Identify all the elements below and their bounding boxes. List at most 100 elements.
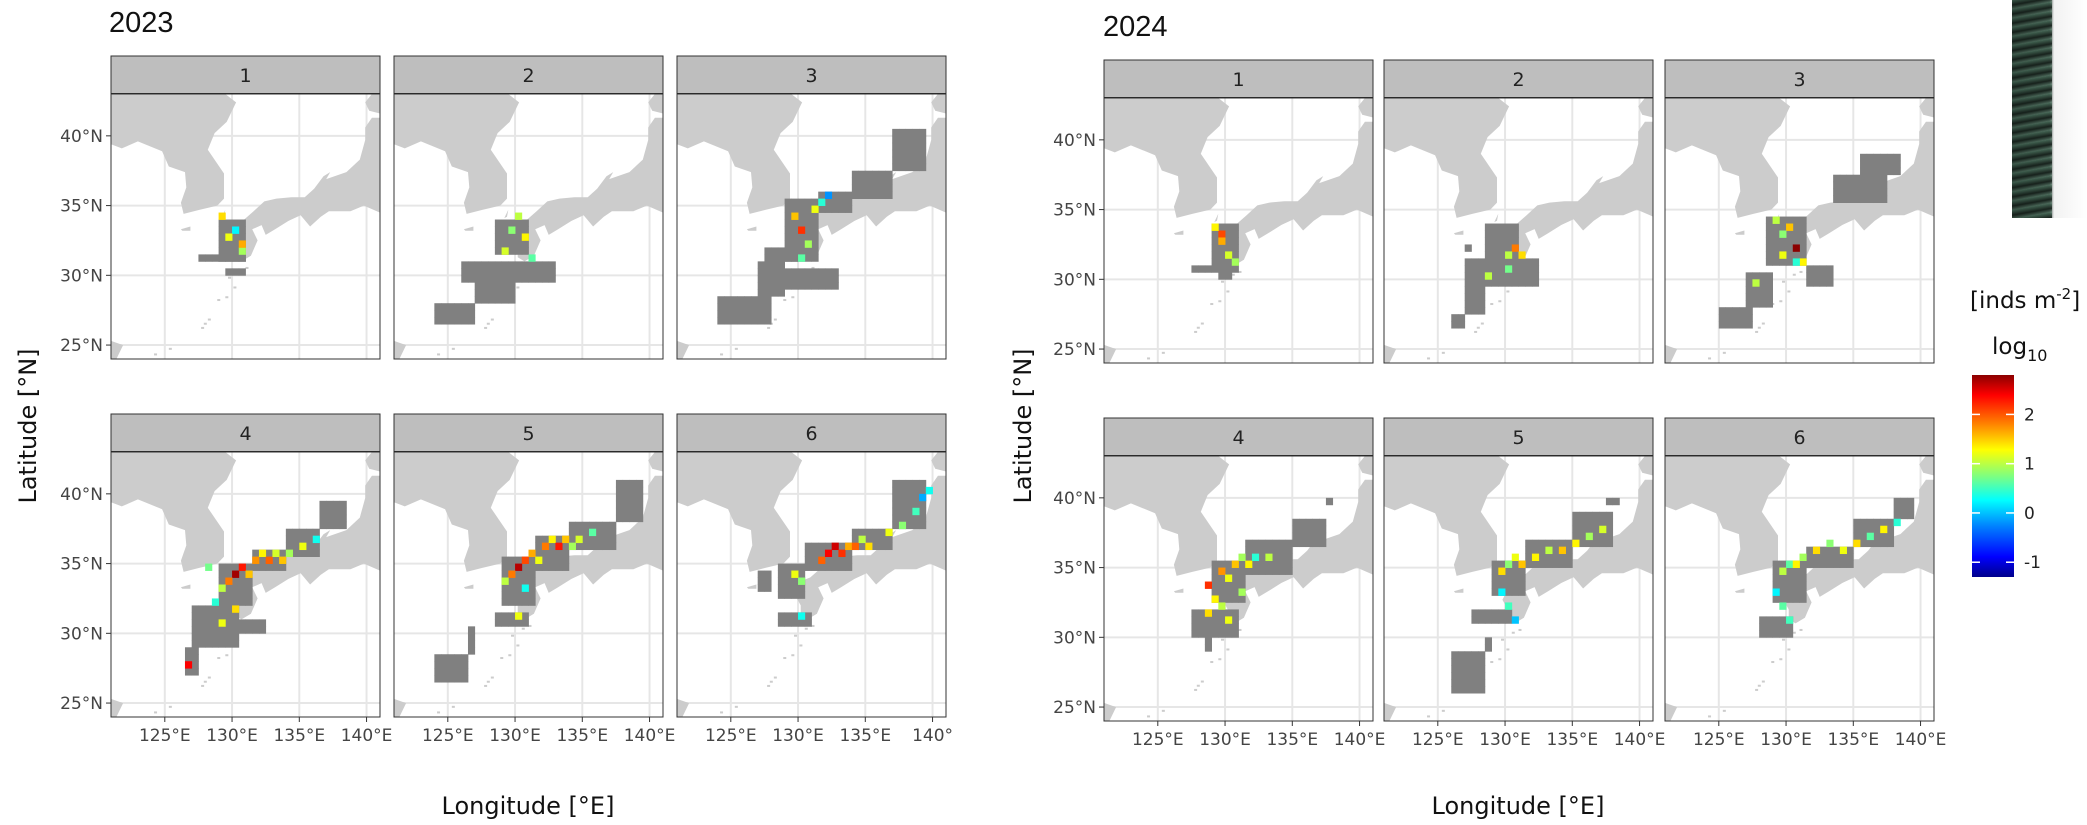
sampled-cell — [1779, 237, 1787, 245]
sampled-cell — [434, 310, 442, 318]
y-tick-label: 35°N — [1053, 559, 1096, 579]
sampled-cell — [737, 317, 745, 325]
sampled-cell — [1792, 216, 1800, 224]
sampled-cell — [905, 142, 913, 151]
sampled-cell — [811, 542, 819, 551]
sampled-cell — [515, 275, 523, 283]
islet — [1792, 273, 1796, 276]
sampled-cell — [1198, 609, 1206, 617]
sampled-cell — [515, 247, 523, 255]
density-cell — [838, 549, 846, 558]
sampled-cell — [1478, 258, 1486, 266]
density-cell — [1799, 553, 1807, 562]
sampled-cell — [1826, 546, 1834, 555]
density-cell — [252, 556, 260, 564]
sampled-cell — [434, 675, 442, 683]
sampled-cell — [912, 142, 920, 151]
sampled-cell — [312, 542, 320, 551]
facet-border — [1664, 97, 1935, 364]
sampled-cell — [1860, 532, 1868, 541]
sampled-cell — [191, 626, 199, 634]
sampled-cell — [1826, 272, 1834, 280]
y-axis-title-2024: Latitude [°N] — [1009, 348, 1037, 503]
sampled-cell — [515, 584, 523, 592]
sampled-cell — [225, 219, 233, 227]
sampled-cell — [1471, 286, 1479, 294]
sampled-cell — [467, 268, 476, 276]
sampled-cell — [1853, 195, 1861, 204]
sampled-cell — [771, 275, 779, 283]
sampled-cell — [744, 310, 752, 318]
density-cell — [1225, 616, 1233, 624]
sampled-cell — [777, 275, 785, 283]
sampled-cell — [528, 275, 536, 283]
facet-label: 6 — [1793, 427, 1805, 449]
land — [111, 340, 124, 359]
sampled-cell — [332, 514, 341, 523]
sampled-cell — [1772, 230, 1780, 238]
density-cell — [1531, 553, 1540, 562]
facet-strip — [1383, 417, 1654, 457]
sampled-cell — [521, 275, 529, 283]
y-tick-label: 40°N — [1053, 131, 1096, 151]
sampled-cell — [1204, 637, 1212, 645]
sampled-cell — [1518, 265, 1526, 273]
sampled-cell — [1846, 195, 1854, 204]
sampled-cell — [1765, 258, 1773, 266]
sampled-cell — [1464, 300, 1472, 308]
sampled-cell — [1505, 574, 1513, 582]
sampled-cell — [905, 135, 913, 144]
sampled-cell — [1505, 588, 1513, 596]
land — [512, 117, 663, 262]
sampled-cell — [1893, 497, 1901, 506]
sampled-cell — [791, 619, 799, 627]
sampled-cell — [1605, 497, 1614, 506]
sampled-cell — [892, 163, 900, 172]
year-title-2023: 2023 — [109, 7, 174, 39]
sampled-cell — [1518, 258, 1526, 266]
sampled-cell — [784, 591, 792, 599]
land — [931, 94, 946, 114]
sampled-cell — [1312, 525, 1320, 534]
sampled-cell — [1772, 251, 1780, 259]
sampled-cell — [818, 205, 826, 213]
sampled-cell — [1218, 616, 1226, 624]
islet — [1221, 638, 1225, 641]
sampled-cell — [582, 528, 590, 537]
sampled-cell — [811, 233, 819, 241]
islet — [528, 624, 532, 627]
sampled-cell — [481, 282, 489, 290]
density-cell — [818, 198, 826, 206]
sampled-cell — [811, 563, 819, 571]
sampled-cell — [474, 261, 482, 269]
density-cell — [1545, 546, 1553, 555]
sampled-cell — [1211, 237, 1219, 245]
sampled-cell — [919, 479, 927, 488]
y-tick-label: 30°N — [1053, 628, 1096, 648]
sampled-cell — [1799, 588, 1807, 596]
sampled-cell — [1772, 223, 1780, 231]
facet-strip — [1664, 59, 1935, 99]
islet — [1147, 357, 1151, 360]
islet — [1498, 300, 1502, 303]
sampled-cell — [1319, 539, 1327, 548]
sampled-cell — [1786, 244, 1794, 252]
sampled-cell — [548, 556, 556, 564]
sampled-cell — [205, 254, 213, 262]
sampled-cell — [831, 275, 839, 283]
facet-map: 125°E 130°E 135°E 140°E — [1664, 455, 1946, 750]
sampled-cell — [1585, 511, 1593, 520]
x-tick-label: 140°E — [624, 726, 676, 746]
sampled-cell — [1204, 644, 1212, 652]
sampled-cell — [1471, 665, 1479, 673]
density-cell — [1880, 525, 1888, 534]
sampled-cell — [824, 563, 833, 571]
sampled-cell — [1565, 560, 1573, 568]
sampled-cell — [494, 247, 502, 255]
sampled-cell — [1511, 588, 1519, 596]
islet — [245, 266, 249, 269]
islet — [516, 644, 520, 647]
sampled-cell — [1272, 553, 1280, 562]
sampled-cell — [1319, 518, 1327, 527]
sampled-cell — [1285, 539, 1293, 548]
